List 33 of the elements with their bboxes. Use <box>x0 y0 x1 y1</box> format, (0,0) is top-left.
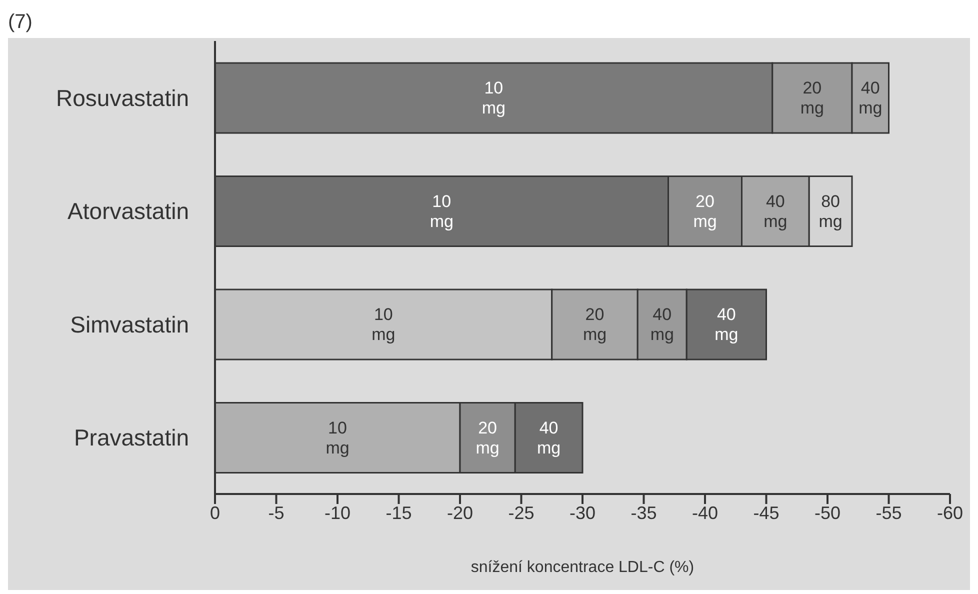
annotation: 10 mg <box>326 418 350 457</box>
annotation: 20 mg <box>693 191 717 230</box>
y-tick-label: Rosuvastatin <box>56 84 189 111</box>
y-tick-label: Simvastatin <box>70 311 189 338</box>
annotation: 40 mg <box>764 191 788 230</box>
x-tick-label: -10 <box>324 502 351 523</box>
annotation: 10 mg <box>482 78 506 118</box>
x-tick-label: -20 <box>446 502 474 523</box>
x-axis-title: snížení koncentrace LDL-C (%) <box>470 559 694 576</box>
x-tick-label: -30 <box>569 502 596 523</box>
x-tick-label: -55 <box>876 502 902 523</box>
annotation: 40 mg <box>714 304 738 344</box>
annotation: 40 mg <box>858 78 882 118</box>
annotation: 10 mg <box>430 191 454 230</box>
x-tick-label: -15 <box>386 502 412 523</box>
y-tick-label: Pravastatin <box>74 424 189 451</box>
text: (7) <box>8 10 32 34</box>
x-tick-label: -50 <box>814 502 841 523</box>
x-tick-label: 0 <box>210 502 220 523</box>
annotation: 20 mg <box>476 418 500 457</box>
annotation: 20 mg <box>800 78 824 118</box>
x-tick-label: -35 <box>630 502 657 523</box>
x-tick-label: -25 <box>508 502 534 523</box>
annotation: 40 mg <box>650 304 674 344</box>
annotation: 40 mg <box>537 418 561 457</box>
x-tick-label: -45 <box>753 502 780 523</box>
x-tick-label: -60 <box>936 502 964 523</box>
annotation: 80 mg <box>818 191 842 230</box>
annotation: 10 mg <box>372 304 396 344</box>
annotation: 20 mg <box>582 304 607 344</box>
x-tick-label: -40 <box>692 502 718 523</box>
x-tick-label: -5 <box>268 502 284 523</box>
y-tick-label: Atorvastatin <box>68 198 189 224</box>
